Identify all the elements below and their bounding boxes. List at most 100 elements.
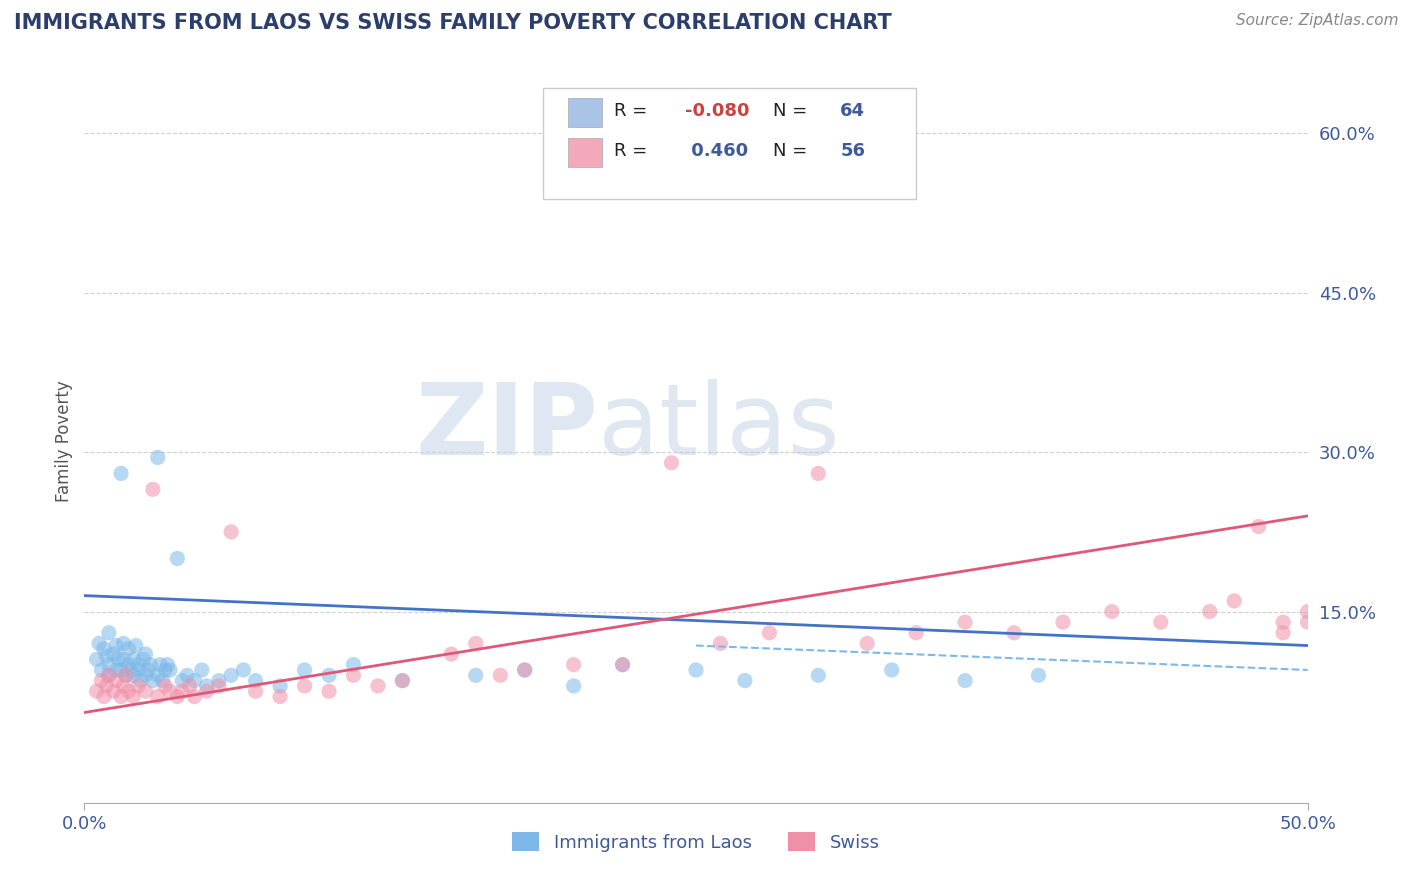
Point — [136, 663, 159, 677]
Point — [1223, 594, 1246, 608]
Point — [318, 684, 340, 698]
Point — [562, 679, 585, 693]
Point — [159, 663, 181, 677]
Point — [90, 663, 112, 677]
Text: 0.460: 0.460 — [685, 142, 748, 160]
Point — [105, 673, 128, 688]
Point — [86, 684, 108, 698]
Point — [105, 639, 128, 653]
Point — [117, 641, 139, 656]
Point — [103, 684, 125, 698]
Text: IMMIGRANTS FROM LAOS VS SWISS FAMILY POVERTY CORRELATION CHART: IMMIGRANTS FROM LAOS VS SWISS FAMILY POV… — [14, 13, 891, 33]
Point — [1296, 615, 1319, 630]
Point — [105, 663, 128, 677]
Point — [153, 679, 176, 693]
Point — [127, 663, 149, 677]
Point — [1296, 605, 1319, 619]
Point — [129, 673, 152, 688]
Point — [807, 668, 830, 682]
Point — [112, 679, 135, 693]
Point — [440, 647, 463, 661]
Point — [110, 467, 132, 481]
Point — [90, 673, 112, 688]
Point — [135, 668, 157, 682]
Point — [1002, 625, 1025, 640]
Text: Source: ZipAtlas.com: Source: ZipAtlas.com — [1236, 13, 1399, 29]
Point — [139, 657, 162, 672]
Text: N =: N = — [773, 102, 807, 120]
Point — [93, 690, 115, 704]
Point — [112, 636, 135, 650]
Point — [86, 652, 108, 666]
Point — [122, 690, 145, 704]
Point — [208, 673, 231, 688]
Point — [115, 668, 138, 682]
Point — [219, 524, 242, 539]
Point — [195, 679, 218, 693]
Point — [152, 673, 174, 688]
Point — [172, 684, 194, 698]
Point — [1247, 519, 1270, 533]
Point — [1052, 615, 1074, 630]
Point — [513, 663, 536, 677]
Point — [758, 625, 780, 640]
Point — [1198, 605, 1220, 619]
Point — [1028, 668, 1050, 682]
Point — [685, 663, 707, 677]
Point — [135, 684, 157, 698]
Point — [183, 673, 205, 688]
Text: atlas: atlas — [598, 378, 839, 475]
Point — [464, 668, 486, 682]
Point — [142, 673, 165, 688]
Point — [318, 668, 340, 682]
FancyBboxPatch shape — [568, 138, 602, 167]
Point — [159, 684, 181, 698]
Point — [245, 673, 267, 688]
Text: -0.080: -0.080 — [685, 102, 749, 120]
Point — [219, 668, 242, 682]
Point — [156, 657, 179, 672]
Point — [127, 657, 149, 672]
Point — [489, 668, 512, 682]
Point — [93, 641, 115, 656]
Point — [97, 668, 120, 682]
Point — [513, 663, 536, 677]
Point — [464, 636, 486, 650]
Point — [117, 657, 139, 672]
Point — [135, 647, 157, 661]
Point — [120, 663, 142, 677]
Point — [153, 663, 176, 677]
Point — [612, 657, 634, 672]
Point — [146, 690, 169, 704]
Point — [115, 668, 138, 682]
Y-axis label: Family Poverty: Family Poverty — [55, 381, 73, 502]
Point — [103, 647, 125, 661]
Point — [166, 551, 188, 566]
Point — [208, 679, 231, 693]
Point — [1272, 625, 1295, 640]
Point — [391, 673, 413, 688]
Point — [342, 657, 364, 672]
Point — [269, 679, 291, 693]
Point — [905, 625, 928, 640]
Point — [125, 639, 148, 653]
Point — [191, 663, 214, 677]
Point — [294, 679, 316, 693]
Point — [107, 652, 129, 666]
Point — [179, 679, 201, 693]
Point — [245, 684, 267, 698]
Point — [97, 668, 120, 682]
Point — [97, 625, 120, 640]
Text: 56: 56 — [841, 142, 865, 160]
Point — [122, 668, 145, 682]
Point — [127, 679, 149, 693]
Point — [142, 483, 165, 497]
Point — [953, 615, 976, 630]
Point — [146, 668, 169, 682]
Point — [97, 657, 120, 672]
Point — [856, 636, 879, 650]
Text: ZIP: ZIP — [415, 378, 598, 475]
Text: R =: R = — [614, 142, 647, 160]
Point — [562, 657, 585, 672]
Point — [391, 673, 413, 688]
